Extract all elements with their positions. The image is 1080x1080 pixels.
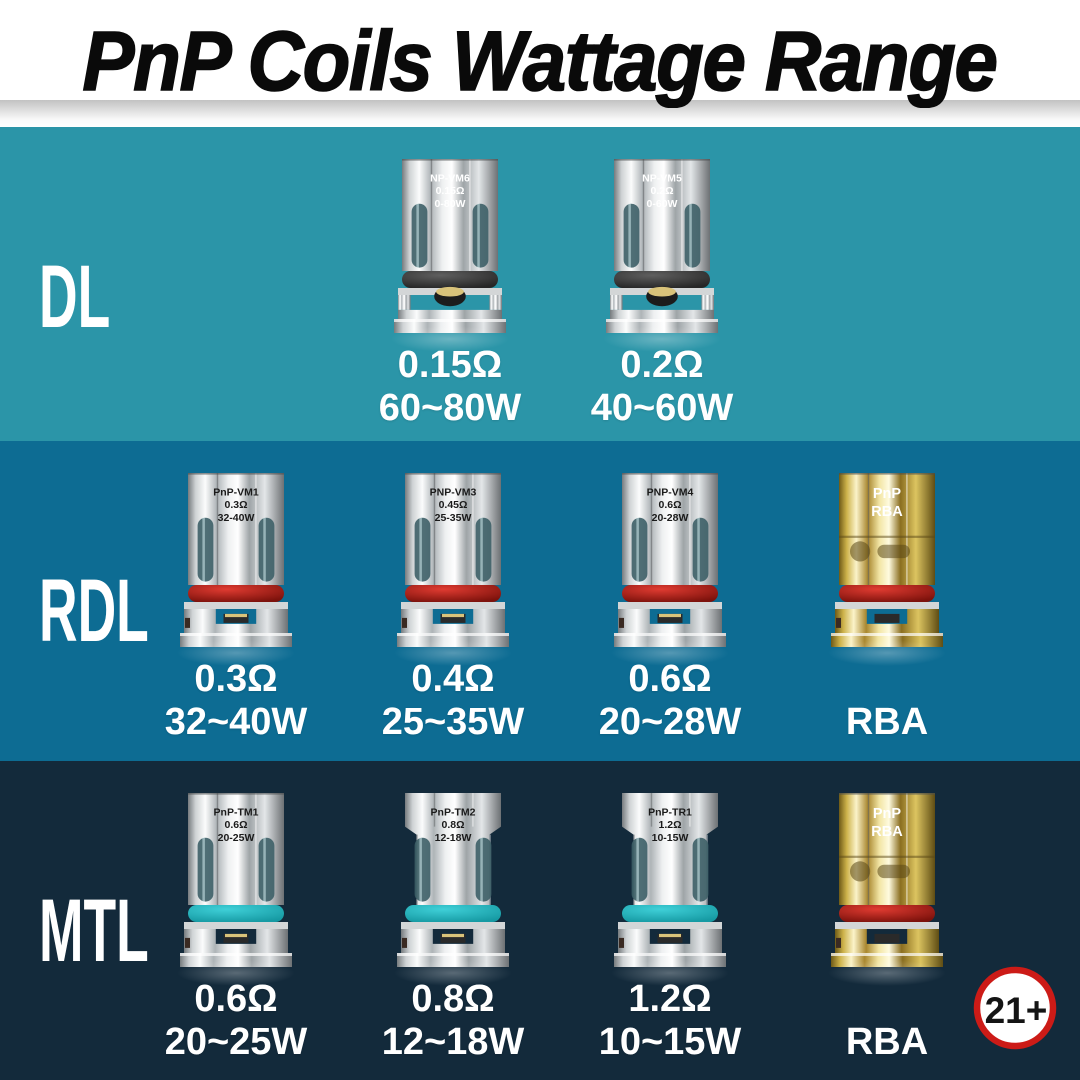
- svg-text:0.45Ω: 0.45Ω: [439, 499, 468, 511]
- svg-text:21+: 21+: [985, 990, 1048, 1031]
- svg-text:NP-VM5: NP-VM5: [642, 172, 682, 184]
- svg-text:0.2Ω: 0.2Ω: [650, 185, 673, 197]
- svg-text:0.3Ω: 0.3Ω: [224, 499, 247, 511]
- svg-text:0-60W: 0-60W: [647, 198, 678, 210]
- svg-text:12-18W: 12-18W: [435, 832, 472, 844]
- svg-text:PNP-VM3: PNP-VM3: [430, 486, 477, 498]
- svg-text:RBA: RBA: [871, 504, 903, 520]
- svg-text:PnP: PnP: [873, 806, 902, 822]
- svg-text:32-40W: 32-40W: [218, 512, 255, 524]
- svg-text:PnP-VM1: PnP-VM1: [213, 486, 259, 498]
- svg-text:PnP-TM1: PnP-TM1: [214, 806, 259, 818]
- svg-text:20-25W: 20-25W: [218, 832, 255, 844]
- svg-text:0.15Ω: 0.15Ω: [436, 185, 465, 197]
- svg-text:PNP-VM4: PNP-VM4: [647, 486, 694, 498]
- svg-text:0.8Ω: 0.8Ω: [441, 819, 464, 831]
- svg-text:0.6Ω: 0.6Ω: [658, 499, 681, 511]
- svg-text:NP-VM6: NP-VM6: [430, 172, 470, 184]
- svg-text:10-15W: 10-15W: [652, 832, 689, 844]
- svg-text:0-80W: 0-80W: [435, 198, 466, 210]
- svg-text:PnP-TM2: PnP-TM2: [431, 806, 476, 818]
- svg-text:PnP: PnP: [873, 486, 902, 502]
- svg-text:25-35W: 25-35W: [435, 512, 472, 524]
- svg-text:20-28W: 20-28W: [652, 512, 689, 524]
- svg-text:PnP-TR1: PnP-TR1: [648, 806, 692, 818]
- svg-text:RBA: RBA: [871, 824, 903, 840]
- svg-text:0.6Ω: 0.6Ω: [224, 819, 247, 831]
- svg-text:1.2Ω: 1.2Ω: [658, 819, 681, 831]
